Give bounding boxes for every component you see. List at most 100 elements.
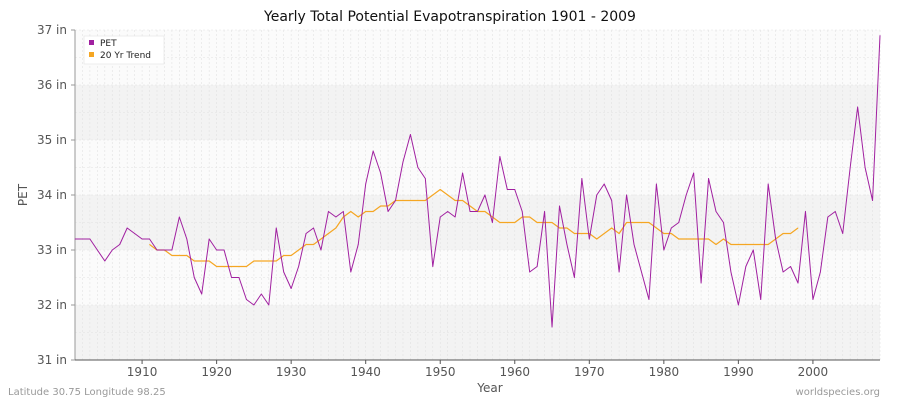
point-trend-1938: [350, 211, 352, 212]
point-trend-1953: [462, 200, 463, 201]
y-tick-label-33: 33 in: [37, 243, 67, 257]
point-trend-1914: [171, 255, 173, 256]
point-pet-1940: [365, 183, 367, 185]
point-pet-1939: [357, 244, 359, 245]
point-pet-1968: [573, 277, 575, 278]
x-tick-label-1950: 1950: [425, 365, 456, 379]
point-pet-1931: [298, 266, 300, 267]
point-pet-1953: [462, 172, 463, 174]
point-trend-1921: [223, 266, 225, 267]
y-tick-labels: 31 in 32 in 33 in 34 in 35 in 36 in 37 in: [37, 23, 75, 367]
point-pet-2000: [812, 299, 814, 300]
point-pet-1965: [551, 326, 553, 328]
point-pet-1949: [432, 266, 434, 267]
point-pet-1997: [790, 266, 791, 267]
point-trend-1917: [193, 260, 195, 262]
point-pet-1979: [655, 183, 657, 185]
y-tick-label-35: 35 in: [37, 133, 67, 147]
point-trend-1949: [432, 194, 434, 196]
point-trend-1943: [387, 205, 389, 207]
point-pet-1944: [395, 200, 396, 201]
point-pet-1904: [96, 249, 98, 251]
point-trend-1936: [335, 227, 337, 229]
x-tick-label-1980: 1980: [649, 365, 680, 379]
point-trend-1997: [790, 233, 791, 234]
point-pet-1907: [119, 244, 121, 245]
y-tick-label-34: 34 in: [37, 188, 67, 202]
point-pet-1995: [775, 238, 777, 240]
point-trend-1911: [149, 244, 150, 245]
x-tick-label-1990: 1990: [723, 365, 754, 379]
point-pet-1950: [439, 216, 441, 218]
point-trend-1931: [298, 249, 300, 251]
x-tick-label-1970: 1970: [574, 365, 605, 379]
point-trend-1929: [283, 255, 285, 256]
point-pet-1936: [335, 216, 337, 218]
point-trend-1967: [566, 227, 568, 229]
point-pet-1987: [715, 211, 717, 212]
y-tick-label-36: 36 in: [37, 78, 67, 92]
point-pet-1910: [141, 238, 143, 240]
point-trend-1942: [380, 205, 382, 207]
point-pet-1947: [417, 167, 419, 168]
footer-coordinates: Latitude 30.75 Longitude 98.25: [8, 387, 166, 398]
y-axis-label: PET: [16, 183, 30, 206]
point-pet-1984: [693, 172, 695, 174]
point-trend-1930: [290, 255, 292, 256]
point-pet-1914: [171, 249, 173, 251]
x-axis-label: Year: [476, 381, 502, 395]
legend-label-trend: 20 Yr Trend: [100, 51, 151, 61]
point-pet-1911: [149, 238, 150, 240]
point-pet-1945: [402, 161, 404, 163]
point-trend-1958: [499, 222, 501, 223]
point-trend-1922: [231, 266, 232, 267]
point-trend-1978: [648, 222, 650, 223]
point-pet-1955: [477, 211, 478, 212]
point-pet-1994: [767, 183, 769, 185]
point-trend-1975: [626, 222, 627, 223]
point-pet-1983: [685, 194, 687, 196]
point-trend-1993: [760, 244, 762, 245]
point-pet-1913: [164, 249, 165, 251]
point-trend-1920: [216, 266, 218, 267]
x-tick-label-2000: 2000: [798, 365, 829, 379]
point-pet-1992: [752, 249, 754, 251]
point-pet-1977: [641, 271, 642, 273]
legend: PET 20 Yr Trend: [83, 35, 165, 65]
point-pet-1927: [268, 304, 270, 306]
point-pet-1980: [663, 249, 665, 251]
point-pet-1929: [283, 271, 285, 273]
point-pet-1978: [648, 299, 650, 300]
point-pet-1993: [760, 299, 762, 300]
point-pet-1923: [238, 277, 240, 278]
legend-swatch-pet: [89, 40, 94, 45]
point-pet-1961: [521, 211, 523, 212]
point-trend-1985: [700, 238, 702, 240]
point-pet-1951: [447, 211, 449, 212]
point-trend-1919: [208, 260, 210, 262]
point-pet-2007: [864, 167, 866, 168]
point-pet-1924: [246, 299, 247, 300]
point-pet-1946: [410, 134, 411, 135]
point-trend-1924: [246, 266, 247, 267]
point-pet-1967: [566, 244, 568, 245]
point-pet-1999: [805, 211, 806, 212]
point-pet-1960: [514, 189, 516, 190]
point-pet-1985: [700, 282, 702, 284]
point-trend-1996: [782, 233, 784, 234]
point-trend-1983: [685, 238, 687, 240]
point-trend-1954: [469, 205, 471, 207]
point-trend-1984: [693, 238, 695, 240]
y-tick-label-31: 31 in: [37, 353, 67, 367]
point-pet-2005: [849, 167, 851, 168]
point-pet-1969: [581, 178, 583, 179]
point-pet-1964: [544, 211, 545, 212]
point-trend-1959: [506, 222, 508, 223]
point-trend-1994: [767, 244, 769, 245]
point-trend-1948: [424, 200, 426, 201]
legend-box: [83, 35, 165, 65]
series-layer: [74, 35, 881, 328]
point-pet-1943: [387, 211, 389, 212]
chart-title: Yearly Total Potential Evapotranspiratio…: [263, 9, 636, 25]
